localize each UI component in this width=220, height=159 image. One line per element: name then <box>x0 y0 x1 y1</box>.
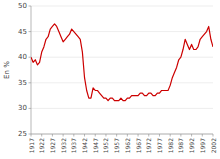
y-tick <box>29 31 32 32</box>
x-tick <box>31 134 32 137</box>
x-tick-label: 1992 <box>188 138 195 153</box>
y-tick <box>29 108 32 109</box>
y-tick <box>29 134 32 135</box>
y-tick-label: 30 <box>18 104 27 112</box>
y-tick-label: 50 <box>18 2 27 10</box>
x-tick-label: 1977 <box>156 138 163 153</box>
x-tick-label: 1942 <box>81 138 88 153</box>
y-tick-label: 40 <box>18 53 27 61</box>
x-tick <box>148 134 149 137</box>
x-tick <box>202 134 203 137</box>
axes: 25 30 35 40 45 50 19171922 1927 19321937 1942 1947… <box>18 2 216 153</box>
line <box>31 24 213 101</box>
x-tick-label: 1967 <box>135 138 142 153</box>
x-tick <box>159 134 160 137</box>
x-tick <box>116 134 117 137</box>
x-tick-label: 1972 <box>145 138 152 153</box>
x-tick-label: 1927 <box>49 138 56 153</box>
plot-area <box>31 24 213 101</box>
x-tick-label: 1957 <box>113 138 120 153</box>
x-tick <box>138 134 139 137</box>
grid-line <box>31 57 213 58</box>
x-tick <box>95 134 96 137</box>
y-tick <box>29 82 32 83</box>
x-tick-label: 1962 <box>124 138 131 153</box>
x-tick <box>170 134 171 137</box>
x-tick-label: 1982 <box>167 138 174 153</box>
y-tick-label: 35 <box>18 79 27 87</box>
x-tick <box>127 134 128 137</box>
chart: 25 30 35 40 45 50 19171922 1927 19321937 1942 1947… <box>0 0 220 159</box>
y-tick <box>29 57 32 58</box>
x-tick-label: 1922 <box>38 138 45 153</box>
x-tick-label: 1947 <box>92 138 99 153</box>
x-tick <box>213 134 214 137</box>
x-tick <box>105 134 106 137</box>
x-tick <box>41 134 42 137</box>
grid <box>31 6 213 134</box>
x-tick <box>180 134 181 137</box>
x-tick <box>63 134 64 137</box>
x-tick <box>191 134 192 137</box>
x-tick-label: 1952 <box>102 138 109 153</box>
x-tick <box>73 134 74 137</box>
x-tick-label: 2002 <box>210 138 217 153</box>
x-tick-label: 1987 <box>177 138 184 153</box>
x-tick <box>52 134 53 137</box>
x-tick-label: 1917 <box>28 138 35 153</box>
y-tick <box>29 6 32 7</box>
grid-line <box>31 108 213 109</box>
y-axis-line <box>31 6 32 134</box>
x-axis-line <box>31 134 213 135</box>
grid-line <box>31 134 213 135</box>
x-tick-label: 1932 <box>60 138 67 153</box>
grid-line <box>31 82 213 83</box>
y-tick-label: 25 <box>18 130 27 138</box>
x-tick <box>84 134 85 137</box>
x-tick-label: 1997 <box>199 138 206 153</box>
x-tick-label: 1937 <box>70 138 77 153</box>
y-axis-label: En % <box>3 61 11 79</box>
grid-line <box>31 6 213 7</box>
y-tick-label: 45 <box>18 28 27 36</box>
